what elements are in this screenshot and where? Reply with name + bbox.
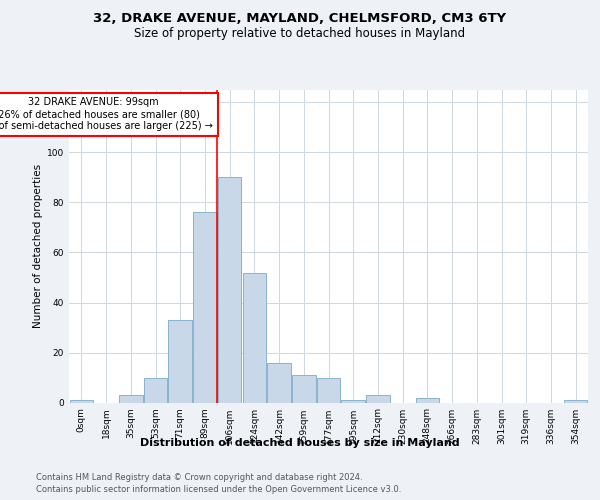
Bar [242,272,266,402]
Bar [119,395,143,402]
Bar [341,400,365,402]
Text: 32, DRAKE AVENUE, MAYLAND, CHELMSFORD, CM3 6TY: 32, DRAKE AVENUE, MAYLAND, CHELMSFORD, C… [94,12,506,26]
Bar [292,375,316,402]
Bar [169,320,192,402]
Text: Contains HM Land Registry data © Crown copyright and database right 2024.: Contains HM Land Registry data © Crown c… [36,472,362,482]
Bar [416,398,439,402]
Text: Contains public sector information licensed under the Open Government Licence v3: Contains public sector information licen… [36,485,401,494]
Bar [366,395,389,402]
Text: Distribution of detached houses by size in Mayland: Distribution of detached houses by size … [140,438,460,448]
Text: 32 DRAKE AVENUE: 99sqm
← 26% of detached houses are smaller (80)
73% of semi-det: 32 DRAKE AVENUE: 99sqm ← 26% of detached… [0,98,213,130]
Bar [564,400,587,402]
Bar [193,212,217,402]
Bar [218,178,241,402]
Text: Size of property relative to detached houses in Mayland: Size of property relative to detached ho… [134,28,466,40]
Y-axis label: Number of detached properties: Number of detached properties [33,164,43,328]
Bar [70,400,93,402]
Bar [268,362,291,403]
Bar [317,378,340,402]
Bar [144,378,167,402]
